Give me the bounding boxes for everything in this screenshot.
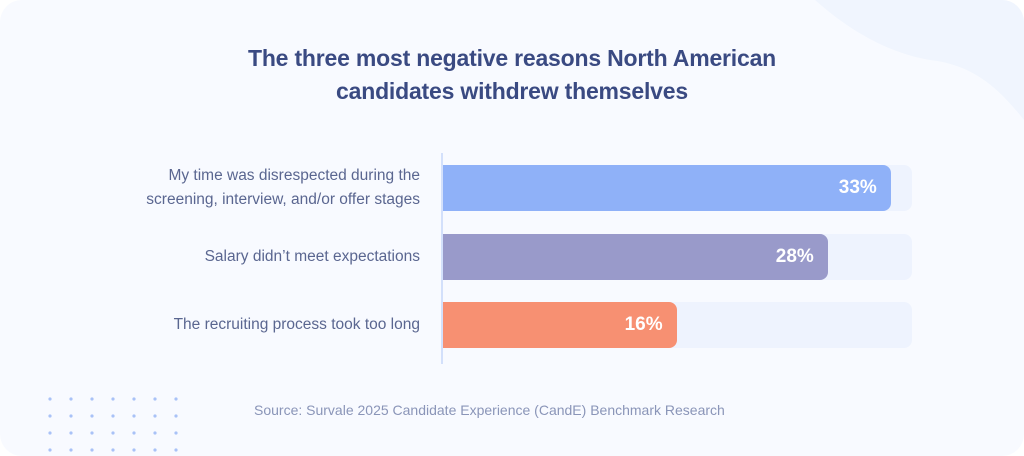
source-note: Source: Survale 2025 Candidate Experienc…	[254, 402, 725, 418]
decorative-dot	[174, 448, 178, 452]
decorative-dot	[174, 414, 178, 418]
decorative-dot	[153, 414, 157, 418]
y-axis-line	[441, 153, 443, 364]
decorative-dot	[132, 448, 136, 452]
category-label-line: The recruiting process took too long	[173, 316, 420, 333]
bar: 33%	[443, 165, 891, 211]
decorative-dot	[90, 414, 94, 418]
decorative-dot	[132, 397, 136, 401]
category-label-line: screening, interview, and/or offer stage…	[146, 191, 420, 208]
decorative-dot	[153, 448, 157, 452]
chart-title-line: candidates withdrew themselves	[336, 78, 688, 104]
decorative-dot	[111, 397, 115, 401]
bar-row: Salary didn’t meet expectations 28%	[0, 234, 1024, 280]
decorative-dot	[48, 414, 52, 418]
decorative-dot	[48, 448, 52, 452]
decorative-dot	[111, 448, 115, 452]
category-label: Salary didn’t meet expectations	[100, 234, 420, 280]
decorative-dot	[132, 414, 136, 418]
data-label: 33%	[838, 177, 877, 198]
decorative-dot	[153, 397, 157, 401]
bar: 28%	[443, 234, 828, 280]
decorative-dot	[111, 414, 115, 418]
decorative-dot	[111, 431, 115, 435]
decorative-dot	[174, 431, 178, 435]
data-label: 16%	[624, 314, 663, 335]
decorative-dot	[132, 431, 136, 435]
decorative-dot	[174, 397, 178, 401]
bar-row: My time was disrespected during the scree…	[0, 165, 1024, 211]
decorative-dot	[69, 448, 73, 452]
decorative-dot	[69, 397, 73, 401]
decorative-dot	[90, 448, 94, 452]
bar: 16%	[443, 302, 677, 348]
category-label: The recruiting process took too long	[100, 302, 420, 348]
bar-row: The recruiting process took too long 16%	[0, 302, 1024, 348]
decorative-dot	[90, 397, 94, 401]
decorative-dot	[69, 431, 73, 435]
decorative-dot	[48, 397, 52, 401]
decorative-dot	[90, 431, 94, 435]
decorative-dot	[153, 431, 157, 435]
category-label: My time was disrespected during the scree…	[100, 165, 420, 211]
category-label-line: Salary didn’t meet expectations	[204, 248, 420, 265]
chart-title: The three most negative reasons North Am…	[0, 42, 1024, 108]
data-label: 28%	[775, 246, 814, 267]
decorative-dot	[69, 414, 73, 418]
decorative-dot	[48, 431, 52, 435]
category-label-line: My time was disrespected during the	[168, 167, 420, 184]
chart-title-line: The three most negative reasons North Am…	[247, 45, 777, 71]
